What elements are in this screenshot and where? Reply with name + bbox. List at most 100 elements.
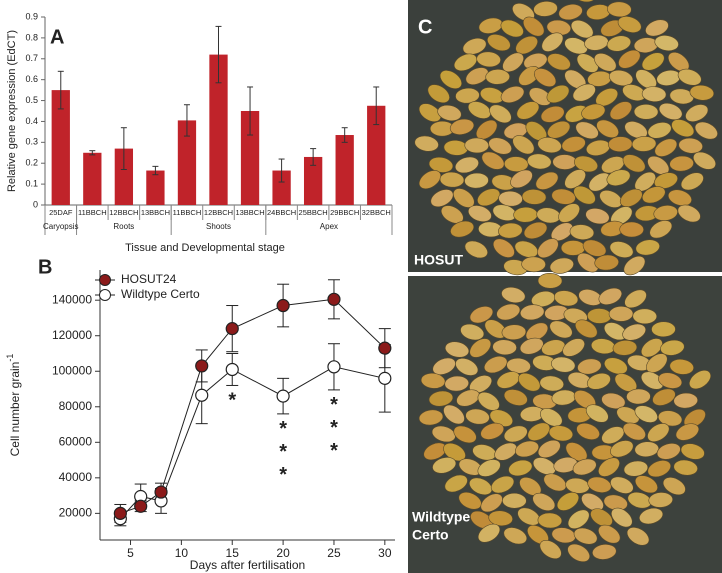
grain bbox=[616, 406, 640, 424]
group-label: Roots bbox=[113, 222, 134, 231]
grain bbox=[596, 119, 619, 138]
grain bbox=[634, 441, 660, 458]
data-point bbox=[113, 506, 127, 520]
grain bbox=[618, 49, 641, 69]
grain bbox=[469, 477, 493, 496]
grain bbox=[487, 33, 511, 52]
grain bbox=[626, 527, 650, 546]
grain bbox=[432, 357, 456, 376]
grain bbox=[455, 87, 480, 104]
grain bbox=[581, 103, 606, 120]
bar bbox=[114, 148, 134, 205]
y-tick-label: 0.4 bbox=[25, 116, 38, 126]
grain bbox=[428, 390, 454, 407]
grain bbox=[586, 372, 611, 390]
grain bbox=[496, 303, 521, 321]
y-tick-label: 40000 bbox=[59, 470, 93, 484]
significance-mark: * bbox=[330, 394, 338, 416]
grain bbox=[572, 83, 596, 102]
grain bbox=[689, 84, 715, 101]
bar bbox=[146, 170, 165, 205]
grain bbox=[656, 443, 681, 460]
grain bbox=[519, 304, 545, 321]
grain bbox=[453, 53, 478, 72]
x-tick-label: 15 bbox=[226, 546, 240, 560]
grain bbox=[576, 422, 600, 440]
data-point bbox=[276, 389, 290, 403]
x-tick-label: 25DAF bbox=[49, 208, 73, 217]
grain bbox=[572, 458, 597, 476]
grain bbox=[534, 68, 557, 88]
grain bbox=[608, 69, 634, 87]
grain bbox=[469, 338, 492, 358]
grain bbox=[548, 425, 574, 442]
x-tick-label: 25 bbox=[327, 546, 341, 560]
grain bbox=[633, 104, 659, 120]
grain bbox=[512, 135, 535, 155]
grain bbox=[549, 257, 574, 274]
photo-caption: Wildtype bbox=[412, 509, 470, 525]
grain bbox=[501, 286, 526, 304]
grain bbox=[646, 353, 668, 373]
x-tick-label: 32BBCH bbox=[362, 208, 391, 217]
data-point bbox=[154, 485, 168, 499]
grain bbox=[481, 151, 505, 170]
grain bbox=[673, 459, 698, 476]
grain bbox=[443, 404, 465, 425]
grain bbox=[475, 119, 498, 140]
grain bbox=[453, 188, 475, 208]
grain bbox=[522, 16, 545, 37]
y-axis-label-text: Cell number grain bbox=[8, 362, 22, 457]
grain bbox=[550, 356, 576, 373]
grain bbox=[537, 439, 561, 459]
grain bbox=[581, 492, 604, 512]
x-tick-label: 30 bbox=[378, 546, 392, 560]
grain bbox=[607, 1, 632, 18]
grain bbox=[465, 408, 490, 425]
grain bbox=[561, 136, 586, 153]
grain bbox=[537, 238, 559, 259]
grain bbox=[469, 305, 494, 324]
grain bbox=[673, 392, 699, 409]
grain bbox=[444, 341, 470, 358]
y-tick-label: 0.1 bbox=[25, 178, 38, 188]
grain bbox=[552, 154, 577, 170]
grain bbox=[510, 169, 533, 189]
grain bbox=[669, 358, 694, 375]
grain bbox=[570, 19, 594, 39]
grain bbox=[485, 69, 510, 85]
grain bbox=[541, 339, 566, 356]
grain bbox=[523, 221, 548, 240]
y-axis-label-superscript: -1 bbox=[5, 354, 15, 362]
y-tick-label: 120000 bbox=[52, 328, 92, 342]
grain bbox=[521, 189, 547, 205]
grain bbox=[647, 122, 672, 139]
photo-caption: HOSUT bbox=[414, 252, 463, 268]
grain bbox=[623, 255, 646, 276]
y-tick-label: 0.7 bbox=[25, 53, 38, 63]
grain bbox=[513, 206, 538, 223]
data-point bbox=[225, 322, 239, 336]
grain bbox=[585, 404, 609, 423]
grain bbox=[653, 172, 678, 189]
grain bbox=[502, 52, 524, 73]
grain bbox=[418, 170, 442, 190]
grain bbox=[567, 509, 590, 529]
grain bbox=[594, 254, 619, 271]
x-tick-label: 13BBCH bbox=[235, 208, 264, 217]
grain bbox=[460, 323, 485, 341]
grain bbox=[654, 35, 679, 52]
data-point bbox=[378, 371, 392, 385]
grain bbox=[489, 104, 512, 124]
grain bbox=[549, 320, 573, 339]
grain bbox=[594, 53, 617, 72]
grain bbox=[609, 101, 633, 120]
grain bbox=[667, 189, 692, 207]
grain bbox=[515, 440, 539, 458]
grain bbox=[606, 35, 632, 52]
grain bbox=[640, 371, 664, 390]
grain bbox=[649, 220, 673, 239]
grain bbox=[517, 372, 541, 392]
grain bbox=[477, 523, 501, 543]
